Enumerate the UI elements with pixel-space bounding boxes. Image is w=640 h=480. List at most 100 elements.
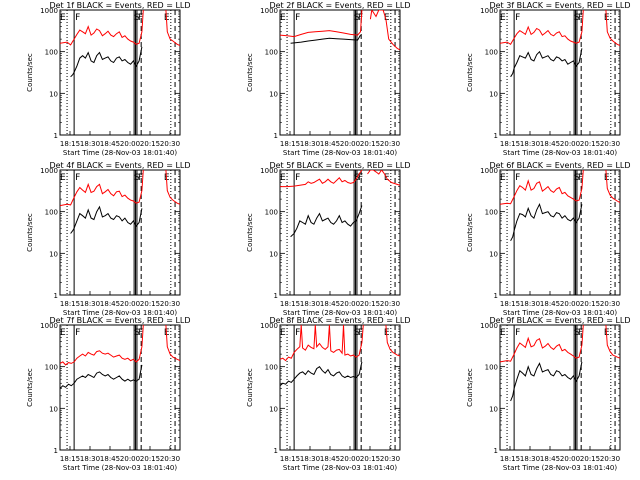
events-series-line [70,205,143,234]
y-axis-label: Counts/sec [26,213,34,252]
x-tick-label: 18:15 [500,455,520,463]
y-axis-label: Counts/sec [26,368,34,407]
x-tick-label: 18:45 [540,455,560,463]
x-tick-label: 20:30 [160,300,180,308]
marker-label: E [384,13,390,23]
lld-series-line [280,10,363,38]
events-series-line [70,46,143,78]
y-tick-label: 1 [54,132,58,140]
x-tick-label: 20:15 [580,455,600,463]
events-series-line [510,202,583,242]
x-axis-label: Start Time (28-Nov-03 18:01:40) [63,464,177,472]
x-tick-label: 20:30 [600,455,620,463]
marker-label: F [358,13,363,23]
x-tick-label: 18:15 [280,140,300,148]
lld-late-series-line [605,325,620,359]
marker-label: F [295,328,300,338]
x-axis-label: Start Time (28-Nov-03 18:01:40) [63,309,177,317]
y-tick-label: 100 [265,49,278,57]
x-tick-label: 18:45 [100,140,120,148]
y-tick-label: 1000 [260,322,278,330]
y-tick-label: 1 [494,447,498,455]
x-axis-label: Start Time (28-Nov-03 18:01:40) [503,464,617,472]
y-tick-label: 10 [269,405,278,413]
plot-frame [499,9,621,136]
y-tick-label: 1 [494,292,498,300]
y-tick-label: 1000 [480,167,498,175]
plot-frame [279,324,401,451]
x-tick-label: 18:30 [80,140,100,148]
x-tick-label: 18:30 [300,300,320,308]
panel-title: Det 4f BLACK = Events, RED = LLD [49,161,190,170]
events-series-line [510,48,583,78]
x-tick-label: 20:00 [560,455,580,463]
x-tick-label: 20:30 [380,140,400,148]
lld-series-line [60,170,144,207]
x-tick-label: 20:00 [120,140,140,148]
y-tick-label: 1 [274,447,278,455]
marker-label: F [515,13,520,23]
marker-label: S [134,13,140,23]
y-tick-label: 10 [49,90,58,98]
plot-frame [279,169,401,296]
marker-label: F [75,13,80,23]
lld-series-line [500,10,584,46]
lld-late-series-line [165,10,180,47]
marker-label: S [574,13,580,23]
x-tick-label: 18:15 [280,300,300,308]
lld-late-series-line [165,170,180,205]
marker-label: S [134,173,140,183]
plot-frame [59,169,181,296]
x-tick-label: 18:45 [540,140,560,148]
panel-det-3: Det 3f BLACK = Events, RED = LLD 1 10 100 10… [466,1,631,157]
y-tick-label: 10 [489,405,498,413]
marker-label: S [354,328,360,338]
panel-det-6: Det 6f BLACK = Events, RED = LLD 1 10 100 10… [466,161,631,317]
x-tick-label: 20:15 [360,140,380,148]
x-tick-label: 18:30 [300,455,320,463]
x-tick-label: 18:45 [540,300,560,308]
x-tick-label: 18:30 [300,140,320,148]
y-axis-label: Counts/sec [246,368,254,407]
x-tick-label: 20:30 [380,455,400,463]
x-tick-label: 20:15 [360,300,380,308]
lld-late-series-line [385,325,400,357]
y-tick-label: 1 [54,292,58,300]
lld-series-line [500,170,584,205]
panel-title: Det 6f BLACK = Events, RED = LLD [489,161,630,170]
y-tick-label: 100 [265,209,278,217]
x-tick-label: 18:45 [320,455,340,463]
marker-label: E [60,13,66,23]
x-tick-label: 20:00 [340,140,360,148]
x-tick-label: 20:30 [160,140,180,148]
y-tick-label: 100 [485,364,498,372]
marker-label: E [60,328,66,338]
y-tick-label: 10 [49,405,58,413]
x-tick-label: 20:15 [140,300,160,308]
plot-frame [59,9,181,136]
marker-label: E [280,13,286,23]
lld-series-line [280,325,364,362]
marker-label: F [358,328,363,338]
x-tick-label: 20:15 [360,455,380,463]
y-axis-label: Counts/sec [26,53,34,92]
x-axis-label: Start Time (28-Nov-03 18:01:40) [503,309,617,317]
marker-label: S [574,328,580,338]
y-tick-label: 10 [489,90,498,98]
marker-label: F [515,173,520,183]
panel-det-7: Det 7f BLACK = Events, RED = LLD 1 10 100 10… [26,316,191,472]
x-tick-label: 18:45 [100,455,120,463]
marker-label: S [354,13,360,23]
marker-label: E [60,173,66,183]
x-axis-label: Start Time (28-Nov-03 18:01:40) [283,149,397,157]
lld-late-series-line [367,170,400,186]
x-axis-label: Start Time (28-Nov-03 18:01:40) [283,464,397,472]
y-tick-label: 1 [274,292,278,300]
x-axis-label: Start Time (28-Nov-03 18:01:40) [63,149,177,157]
marker-label: F [515,328,520,338]
x-tick-label: 20:30 [600,300,620,308]
panel-det-2: Det 2f BLACK = Events, RED = LLD 1 10 100 10… [246,1,411,157]
marker-label: F [75,173,80,183]
lld-series-line [280,170,363,188]
y-tick-label: 100 [265,364,278,372]
